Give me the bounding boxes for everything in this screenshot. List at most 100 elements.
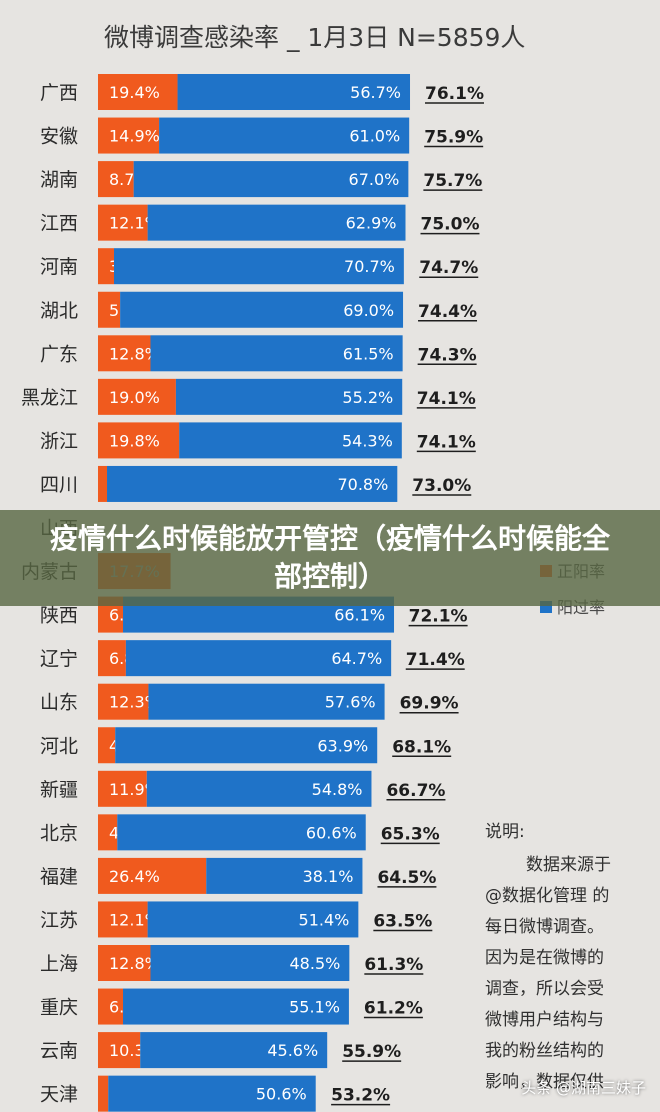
recovered-rate-label: 55.2% [342, 388, 393, 407]
bar-positive-rate [98, 117, 160, 154]
total-rate-label: 74.3% [418, 345, 477, 365]
headline-banner: 疫情什么时候能放开管控（疫情什么时候能全部控制） [0, 510, 660, 606]
positive-rate-label: 19.4% [109, 83, 160, 102]
recovered-rate-label: 70.7% [344, 257, 395, 276]
total-rate-label: 53.2% [331, 1086, 390, 1106]
notes-panel: 说明:数据来源于 @数据化管理 的每日微博调查。因为是在微博的调查，所以会受微博用… [485, 822, 611, 1092]
recovered-rate-label: 70.8% [337, 475, 388, 494]
note-line: 微博用户结构与 [485, 1010, 604, 1030]
total-rate-label: 71.4% [406, 650, 465, 670]
recovered-rate-label: 51.4% [299, 910, 350, 929]
note-line: 数据来源于 [526, 855, 611, 875]
category-label: 陕西 [40, 605, 78, 627]
category-label: 安徽 [40, 126, 78, 148]
bar-recovered-rate [120, 291, 404, 328]
total-rate-label: 64.5% [377, 868, 436, 888]
category-label: 江西 [40, 213, 78, 235]
positive-rate-label: 19.8% [109, 431, 160, 450]
category-label: 上海 [40, 953, 78, 975]
category-label: 云南 [40, 1040, 78, 1062]
total-rate-label: 66.7% [386, 781, 445, 801]
bar-recovered-rate [123, 988, 349, 1025]
category-label: 福建 [40, 866, 78, 888]
category-label: 辽宁 [40, 648, 78, 670]
category-label: 湖南 [40, 169, 78, 191]
bar-positive-rate [98, 161, 134, 198]
bar-recovered-rate [107, 465, 398, 502]
positive-rate-label: 26.4% [109, 867, 160, 886]
recovered-rate-label: 69.0% [343, 301, 394, 320]
total-rate-label: 72.1% [409, 607, 468, 627]
category-label: 河南 [40, 256, 78, 278]
bar-positive-rate [98, 74, 178, 110]
category-label: 广西 [40, 82, 78, 104]
category-label: 湖北 [40, 300, 78, 322]
bar-positive-rate [98, 814, 118, 851]
recovered-rate-label: 38.1% [303, 867, 354, 886]
category-label: 四川 [40, 474, 78, 496]
positive-rate-label: 19.0% [109, 388, 160, 407]
bar-positive-rate [98, 1075, 109, 1112]
bar-positive-rate [98, 1032, 141, 1069]
recovered-rate-label: 55.1% [289, 998, 340, 1017]
category-label: 山东 [40, 692, 78, 714]
bar-recovered-rate [115, 727, 378, 764]
bar-recovered-rate [146, 770, 372, 807]
positive-rate-label: 12.3% [109, 693, 160, 712]
bar-recovered-rate [108, 1075, 316, 1112]
recovered-rate-label: 67.0% [349, 170, 400, 189]
positive-rate-label: 12.1% [109, 910, 160, 929]
total-rate-label: 74.1% [417, 389, 476, 409]
bar-positive-rate [98, 291, 121, 328]
bar-recovered-rate [177, 74, 411, 110]
bar-recovered-rate [147, 901, 359, 938]
total-rate-label: 74.4% [418, 302, 477, 322]
recovered-rate-label: 54.3% [342, 431, 393, 450]
recovered-rate-label: 61.5% [343, 344, 394, 363]
bar-recovered-rate [179, 422, 402, 459]
bar-recovered-rate [133, 161, 409, 198]
positive-rate-label: 12.8% [109, 344, 160, 363]
total-rate-label: 75.7% [423, 171, 482, 191]
category-label: 河北 [40, 735, 78, 757]
recovered-rate-label: 62.9% [346, 214, 397, 233]
positive-rate-label: 14.9% [109, 127, 160, 146]
note-line: @数据化管理 的 [485, 886, 609, 906]
bar-positive-rate [98, 422, 180, 459]
bar-recovered-rate [113, 248, 404, 285]
chart-title: 微博调查感染率 _ 1月3日 N=5859人 [104, 23, 525, 52]
bar-positive-rate [98, 683, 149, 720]
total-rate-label: 73.0% [412, 476, 471, 496]
bar-positive-rate [98, 378, 176, 415]
bar-positive-rate [98, 248, 114, 285]
bar-recovered-rate [159, 117, 410, 154]
bar-positive-rate [98, 204, 148, 241]
total-rate-label: 69.9% [400, 694, 459, 714]
total-rate-label: 75.9% [424, 128, 483, 148]
note-title: 说明: [485, 822, 525, 842]
category-label: 新疆 [40, 779, 78, 801]
recovered-rate-label: 54.8% [312, 780, 363, 799]
note-line: 影响，数据仅供 [485, 1072, 604, 1092]
total-rate-label: 76.1% [425, 84, 484, 104]
total-rate-label: 63.5% [373, 911, 432, 931]
bar-positive-rate [98, 640, 126, 677]
bar-positive-rate [98, 335, 151, 372]
note-line: 我的粉丝结构的 [485, 1041, 604, 1061]
positive-rate-label: 12.8% [109, 954, 160, 973]
recovered-rate-label: 66.1% [334, 606, 385, 625]
total-rate-label: 75.0% [421, 215, 480, 235]
bar-positive-rate [98, 465, 108, 502]
recovered-rate-label: 63.9% [317, 736, 368, 755]
note-line: 因为是在微博的 [485, 948, 604, 968]
bar-recovered-rate [140, 1032, 328, 1069]
category-label: 天津 [40, 1084, 78, 1106]
recovered-rate-label: 45.6% [267, 1041, 318, 1060]
bar-positive-rate [98, 988, 124, 1025]
note-line: 每日微博调查。 [485, 917, 604, 937]
recovered-rate-label: 50.6% [256, 1085, 307, 1104]
recovered-rate-label: 57.6% [325, 693, 376, 712]
bar-recovered-rate [125, 640, 392, 677]
total-rate-label: 74.1% [417, 432, 476, 452]
category-label: 浙江 [40, 430, 78, 452]
